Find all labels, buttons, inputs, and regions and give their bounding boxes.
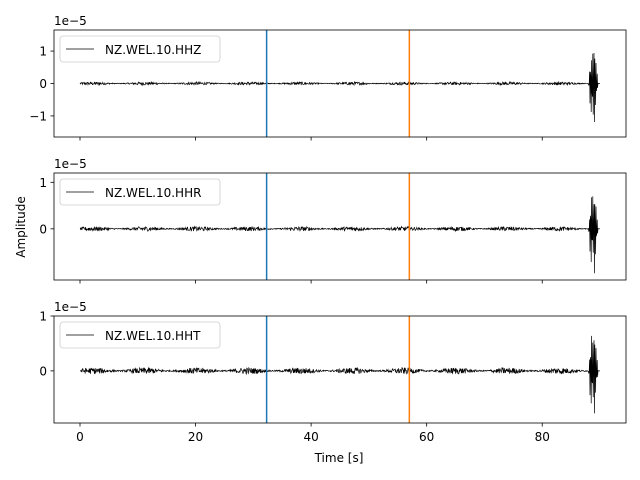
scale-offset-label: 1e−5 (54, 300, 87, 314)
legend-box (59, 178, 221, 206)
y-tick-label: 0 (39, 77, 47, 91)
legend: NZ.WEL.10.HHR (59, 178, 221, 206)
x-tick-label: 20 (188, 430, 203, 444)
axes-frame (53, 172, 627, 281)
legend: NZ.WEL.10.HHT (59, 321, 221, 349)
legend-box (59, 35, 221, 63)
y-tick-label: 1 (39, 45, 47, 59)
trace-line (79, 196, 600, 274)
x-tick-label: 0 (76, 430, 84, 444)
legend-box (59, 321, 221, 349)
y-tick-label: 1 (39, 310, 47, 324)
legend-label: NZ.WEL.10.HHR (105, 186, 201, 200)
legend: NZ.WEL.10.HHZ (59, 35, 221, 63)
x-tick-label: 40 (303, 430, 318, 444)
subplot-1: 1 0 −1 1e−5 NZ.WEL.10.HHZ (29, 14, 627, 141)
x-tick-label: 80 (535, 430, 550, 444)
subplot-2: 1 0 1e−5 NZ.WEL.10.HHR (39, 157, 627, 284)
legend-label: NZ.WEL.10.HHT (105, 329, 201, 343)
axes-frame (53, 315, 627, 424)
x-axis-label: Time [s] (314, 451, 364, 465)
legend-label: NZ.WEL.10.HHZ (105, 43, 201, 57)
trace-line (79, 52, 600, 123)
y-tick-label: 0 (39, 222, 47, 236)
subplot-3: 1 0 0 20 40 60 80 1e−5 NZ.WEL.10.HHT (39, 300, 627, 444)
x-tick-label: 60 (419, 430, 434, 444)
scale-offset-label: 1e−5 (54, 157, 87, 171)
y-tick-label: −1 (29, 109, 47, 123)
y-axis-label: Amplitude (14, 196, 28, 258)
y-tick-label: 1 (39, 176, 47, 190)
scale-offset-label: 1e−5 (54, 14, 87, 28)
y-tick-label: 0 (39, 364, 47, 378)
trace-line (79, 335, 600, 414)
